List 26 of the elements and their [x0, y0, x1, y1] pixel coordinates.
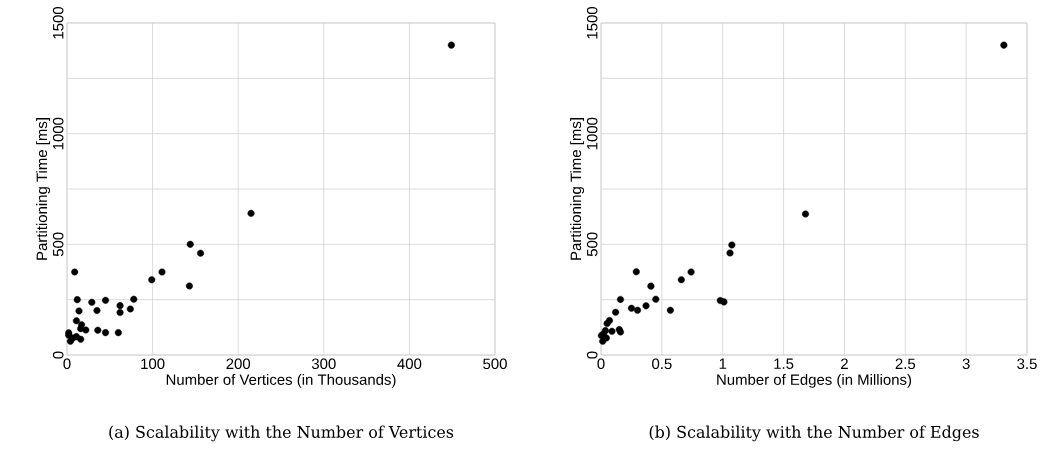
x-tick-label: 3.5 — [1017, 358, 1037, 370]
y-tick-label: 0 — [586, 351, 598, 359]
y-tick-label: 0 — [52, 351, 64, 359]
x-tick-label: 3 — [962, 358, 970, 370]
x-tick-label: 0.5 — [652, 358, 672, 370]
x-axis-title: Number of Edges (in Millions) — [717, 373, 912, 388]
y-tick-label: 1000 — [586, 117, 598, 150]
x-tick-label: 2.5 — [895, 358, 916, 370]
x-tick-label: 500 — [483, 358, 507, 370]
y-tick-label: 1500 — [586, 6, 598, 39]
x-tick-label: 100 — [141, 358, 165, 370]
x-tick-label: 2 — [841, 358, 848, 369]
x-tick-label: 1 — [719, 358, 727, 369]
y-tick-label: 1000 — [52, 117, 64, 150]
text: (a) Scalability with the Number of Vertices — [109, 425, 454, 442]
y-tick-label: 1500 — [52, 6, 64, 39]
x-axis-title: Number of Vertices (in Thousands) — [166, 373, 396, 388]
y-tick-label: 500 — [586, 232, 598, 257]
x-tick-label: 300 — [311, 358, 336, 370]
y-tick-label: 500 — [52, 232, 64, 257]
x-tick-label: 1.5 — [774, 358, 794, 369]
x-tick-label: 400 — [397, 358, 422, 370]
y-axis-title: Partitioning Time [ms] — [570, 118, 585, 260]
y-axis-title: Partitioning Time [ms] — [36, 118, 51, 260]
x-tick-label: 200 — [226, 358, 251, 370]
text: (b) Scalability with the Number of Edges — [649, 425, 979, 442]
